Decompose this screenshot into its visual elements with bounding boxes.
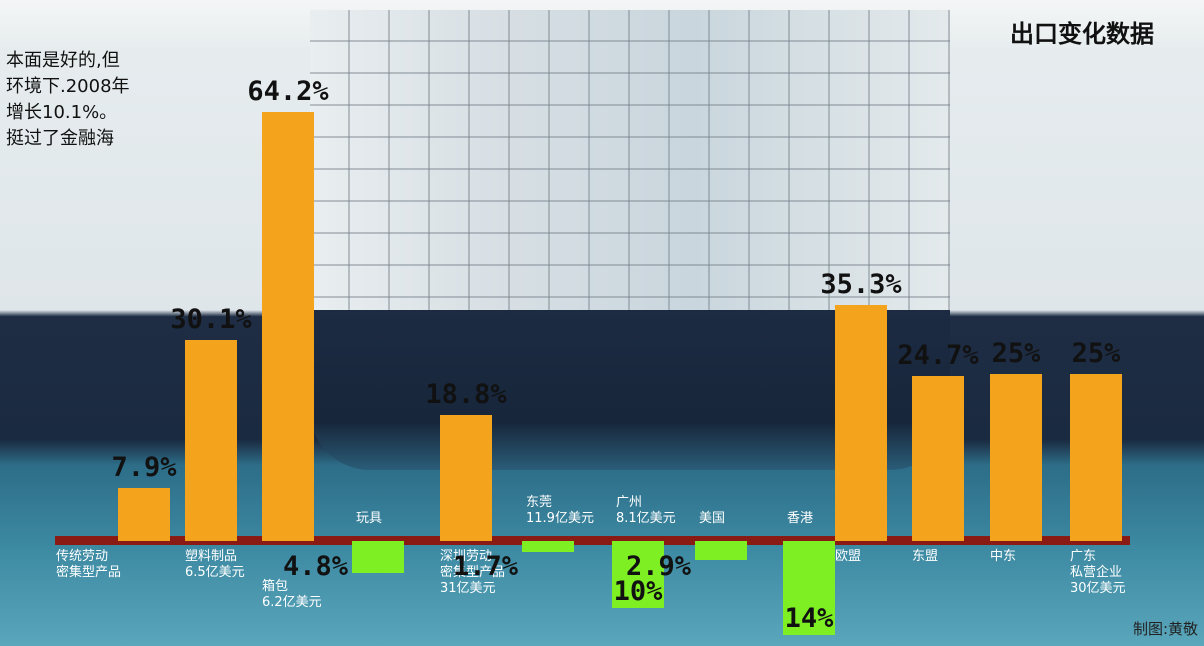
bar	[695, 541, 747, 561]
value-label: 35.3%	[820, 269, 902, 301]
category-label: 传统劳动 密集型产品	[56, 549, 122, 580]
bar	[352, 541, 404, 574]
value-label: 18.8%	[425, 379, 507, 411]
category-label: 箱包 6.2亿美元	[262, 579, 322, 610]
value-label: 4.8%	[282, 551, 348, 582]
category-label: 广东 私营企业 30亿美元	[1070, 549, 1126, 596]
intro-line: 挺过了金融海	[6, 128, 114, 149]
credit: 制图:黄敬	[1132, 620, 1198, 638]
category-label: 美国	[699, 511, 726, 526]
bar	[612, 541, 664, 608]
intro-text: 本面是好的,但 环境下.2008年 增长10.1%。 挺过了金融海	[6, 48, 130, 152]
category-label: 中东	[990, 549, 1017, 564]
bar	[783, 541, 835, 635]
bar	[185, 339, 237, 541]
bar	[440, 415, 492, 541]
baseline	[55, 536, 1130, 545]
category-label: 深圳劳动 密集型产品 31亿美元	[440, 549, 506, 596]
chart-title: 出口变化数据	[1010, 20, 1154, 48]
category-label: 东莞 11.9亿美元	[526, 495, 594, 526]
value-label: 1.7%	[452, 551, 518, 582]
value-label: 30.1%	[170, 303, 252, 335]
value-label: 10%	[613, 575, 663, 607]
category-label: 香港	[787, 511, 814, 526]
bar	[912, 376, 964, 541]
intro-line: 环境下.2008年	[6, 76, 130, 97]
category-label: 玩具	[356, 511, 383, 526]
intro-line: 增长10.1%。	[6, 102, 118, 123]
value-label: 25%	[1071, 338, 1121, 369]
category-label: 广州 8.1亿美元	[616, 495, 676, 526]
value-label: 64.2%	[247, 76, 329, 108]
value-label: 24.7%	[897, 340, 979, 371]
bar	[835, 305, 887, 541]
category-label: 塑料制品 6.5亿美元	[185, 549, 245, 580]
ship-photo	[310, 10, 950, 310]
category-label: 欧盟	[835, 549, 862, 564]
bar	[262, 112, 314, 541]
bar	[522, 541, 574, 553]
value-label: 7.9%	[111, 452, 177, 484]
value-label: 14%	[784, 602, 834, 634]
value-label: 25%	[991, 338, 1041, 369]
bar	[990, 374, 1042, 541]
value-label: 2.9%	[625, 551, 691, 582]
intro-line: 本面是好的,但	[6, 50, 120, 71]
category-label: 东盟	[912, 549, 939, 564]
bar	[118, 488, 170, 541]
bar	[1070, 374, 1122, 541]
